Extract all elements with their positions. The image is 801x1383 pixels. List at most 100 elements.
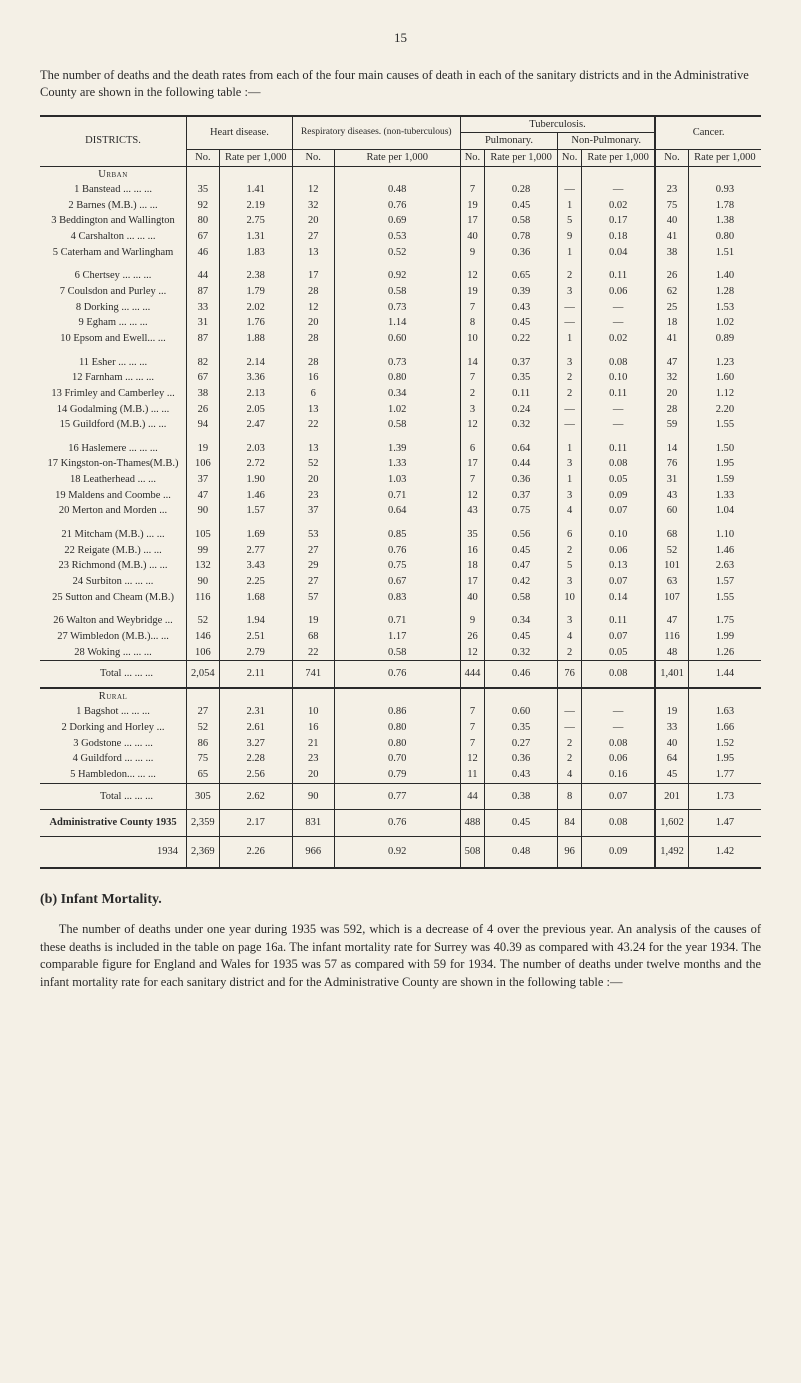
col-non-pulmonary: Non-Pulmonary. — [558, 133, 656, 150]
cell: 2.72 — [219, 456, 292, 472]
cell: 1.46 — [688, 543, 761, 559]
cell: — — [582, 315, 656, 331]
cell: 2.62 — [219, 783, 292, 810]
table-row: 10 Epsom and Ewell... ...871.88280.60100… — [40, 331, 761, 347]
cell: 0.85 — [334, 527, 460, 543]
cell: 2.51 — [219, 629, 292, 645]
district-name: 28 Woking ... ... ... — [40, 645, 187, 661]
cell: 0.73 — [334, 300, 460, 316]
cell: 2.14 — [219, 355, 292, 371]
cell: 0.46 — [485, 661, 558, 688]
cell: 19 — [292, 613, 334, 629]
cell: 0.45 — [485, 543, 558, 559]
cell: 0.93 — [688, 182, 761, 198]
district-name: 4 Carshalton ... ... ... — [40, 229, 187, 245]
cell: 2.20 — [688, 402, 761, 418]
cell: 0.27 — [485, 736, 558, 752]
district-name: 16 Haslemere ... ... ... — [40, 441, 187, 457]
table-row: 21 Mitcham (M.B.) ... ...1051.69530.8535… — [40, 527, 761, 543]
cell: 1.28 — [688, 284, 761, 300]
table-row: Administrative County 19352,3592.178310.… — [40, 810, 761, 837]
table-row: 13 Frimley and Camberley ...382.1360.342… — [40, 386, 761, 402]
cell: 0.45 — [485, 629, 558, 645]
cell: 0.76 — [334, 810, 460, 837]
district-name: 18 Leatherhead ... ... — [40, 472, 187, 488]
cell: 0.04 — [582, 245, 656, 261]
cell: 0.76 — [334, 543, 460, 559]
cell: 1.42 — [688, 836, 761, 867]
cell: 17 — [460, 456, 484, 472]
district-name: 1 Bagshot ... ... ... — [40, 704, 187, 720]
cell: 444 — [460, 661, 484, 688]
cell: 101 — [655, 558, 688, 574]
cell: 90 — [187, 574, 220, 590]
cell: 116 — [187, 590, 220, 606]
table-row: 17 Kingston-on-Thames(M.B.)1062.72521.33… — [40, 456, 761, 472]
cell: 7 — [460, 472, 484, 488]
cell: 116 — [655, 629, 688, 645]
table-row: 9 Egham ... ... ...311.76201.1480.45——18… — [40, 315, 761, 331]
cell: 0.36 — [485, 472, 558, 488]
district-name: 27 Wimbledon (M.B.)... ... — [40, 629, 187, 645]
cell: 1.26 — [688, 645, 761, 661]
cell: 0.06 — [582, 751, 656, 767]
cell: 0.83 — [334, 590, 460, 606]
cell: 0.45 — [485, 198, 558, 214]
cell: 0.92 — [334, 268, 460, 284]
cell: — — [558, 300, 582, 316]
cell: 18 — [655, 315, 688, 331]
cell: 1.83 — [219, 245, 292, 261]
cell: 0.28 — [485, 182, 558, 198]
cell: 0.60 — [334, 331, 460, 347]
cell: 80 — [187, 213, 220, 229]
cell: 19 — [655, 704, 688, 720]
cell: 2 — [558, 736, 582, 752]
district-name: 23 Richmond (M.B.) ... ... — [40, 558, 187, 574]
cell: 1.02 — [334, 402, 460, 418]
cell: 19 — [187, 441, 220, 457]
cell: 0.77 — [334, 783, 460, 810]
cell: 0.37 — [485, 488, 558, 504]
cell: 1.33 — [688, 488, 761, 504]
cell: 305 — [187, 783, 220, 810]
sub-rate: Rate per 1,000 — [582, 149, 656, 166]
cell: 52 — [187, 720, 220, 736]
district-name: 5 Hambledon... ... ... — [40, 767, 187, 783]
cell: 0.52 — [334, 245, 460, 261]
cell: 0.08 — [582, 355, 656, 371]
cell: 0.79 — [334, 767, 460, 783]
cell: 23 — [655, 182, 688, 198]
cell: 2,369 — [187, 836, 220, 867]
cell: 28 — [292, 355, 334, 371]
cell: 5 — [558, 558, 582, 574]
cell: 7 — [460, 704, 484, 720]
cell: 0.11 — [582, 268, 656, 284]
cell: 1.73 — [688, 783, 761, 810]
district-name: 21 Mitcham (M.B.) ... ... — [40, 527, 187, 543]
table-row: 24 Surbiton ... ... ...902.25270.67170.4… — [40, 574, 761, 590]
table-row: 22 Reigate (M.B.) ... ...992.77270.76160… — [40, 543, 761, 559]
table-row: Total ... ... ...3052.62900.77440.3880.0… — [40, 783, 761, 810]
cell: 1.50 — [688, 441, 761, 457]
cell: 2 — [558, 751, 582, 767]
cell: — — [582, 704, 656, 720]
cell: — — [558, 315, 582, 331]
cell: 99 — [187, 543, 220, 559]
cell: 53 — [292, 527, 334, 543]
cell: 1.60 — [688, 370, 761, 386]
cell: 1,401 — [655, 661, 688, 688]
section-label: Rural — [40, 688, 187, 705]
cell: 87 — [187, 284, 220, 300]
cell: 508 — [460, 836, 484, 867]
cell: 966 — [292, 836, 334, 867]
cell: 20 — [292, 472, 334, 488]
cell: 1.17 — [334, 629, 460, 645]
cell: 67 — [187, 370, 220, 386]
cell: 20 — [292, 767, 334, 783]
cell: 1.52 — [688, 736, 761, 752]
cell: 0.80 — [334, 720, 460, 736]
cell: 1.23 — [688, 355, 761, 371]
sub-rate: Rate per 1,000 — [485, 149, 558, 166]
district-name: Total ... ... ... — [40, 661, 187, 688]
cell: 2.26 — [219, 836, 292, 867]
